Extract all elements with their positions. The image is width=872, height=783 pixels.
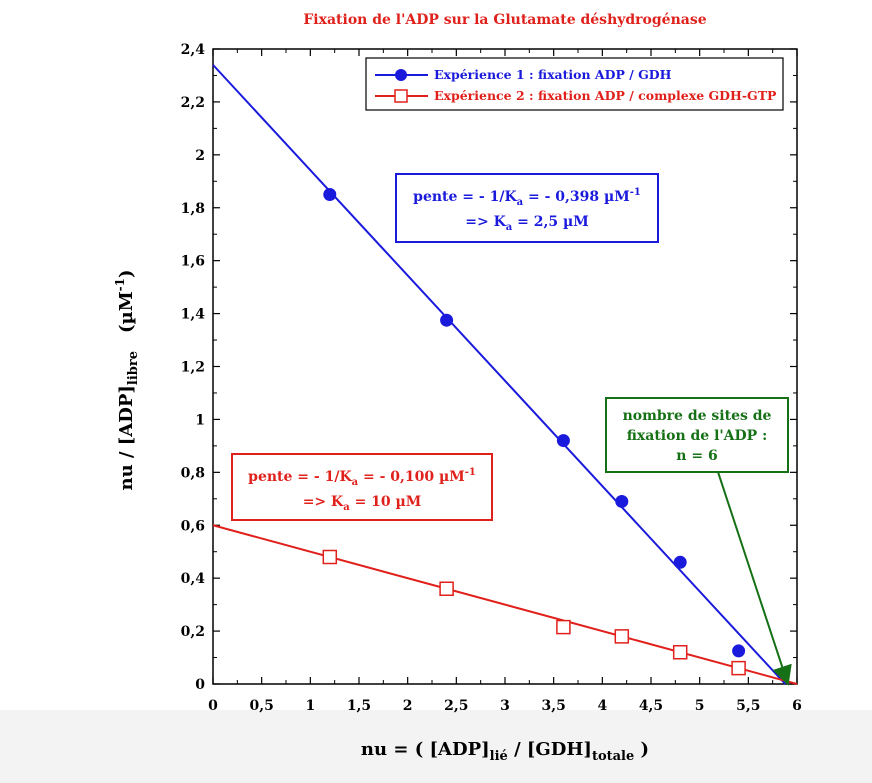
- point-series-2: [614, 629, 630, 644]
- chart-title: Fixation de l'ADP sur la Glutamate déshy…: [303, 12, 706, 28]
- y-tick-label: 2: [195, 148, 205, 164]
- x-tick-label: 0,5: [249, 698, 273, 714]
- annotation-slope-series-1: pente = - 1/Ka = - 0,398 µM-1 => Ka = 2,…: [395, 173, 659, 243]
- point-series-2: [439, 581, 454, 596]
- legend-marker-series-2: [394, 89, 408, 103]
- data-points: [322, 188, 746, 676]
- x-tick-label: 4: [597, 698, 607, 714]
- point-series-2: [556, 619, 571, 635]
- point-series-1: [732, 644, 746, 658]
- fit-line-series-1: [212, 64, 786, 685]
- x-tick-label: 1: [305, 698, 315, 714]
- x-tick-label: 2: [403, 698, 413, 714]
- point-series-2: [672, 645, 688, 660]
- point-series-1: [323, 188, 337, 202]
- point-series-1: [615, 494, 629, 508]
- point-series-1: [440, 313, 454, 327]
- x-tick-label: 3: [500, 698, 510, 714]
- annotation-binding-sites-line-3: n = 6: [676, 448, 717, 464]
- annotation-arrow: [717, 471, 792, 686]
- x-tick-label: 0: [208, 698, 218, 714]
- legend: Expérience 1 : fixation ADP / GDH Expéri…: [365, 57, 784, 111]
- y-tick-label: 1,4: [181, 307, 206, 323]
- y-tick-label: 0: [195, 677, 205, 693]
- x-tick-label: 4,5: [639, 698, 663, 714]
- annotation-binding-sites-line-1: nombre de sites de: [623, 408, 772, 424]
- svg-text:=> Ka = 10 µM: => Ka = 10 µM: [303, 494, 422, 513]
- legend-label-series-1: Expérience 1 : fixation ADP / GDH: [434, 67, 672, 82]
- y-tick-label: 1: [195, 412, 205, 428]
- y-tick-label: 2,4: [181, 42, 206, 58]
- fit-line-series-2: [212, 524, 798, 685]
- x-tick-label: 2,5: [444, 698, 468, 714]
- y-tick-label: 2,2: [181, 95, 205, 111]
- y-tick-label: 1,6: [181, 254, 205, 270]
- legend-marker-series-1: [395, 69, 407, 81]
- y-tick-label: 0,4: [181, 571, 206, 587]
- x-axis-label: nu = ( [ADP]lié / [GDH]totale ): [361, 739, 649, 764]
- y-tick-label: 1,8: [181, 201, 205, 217]
- plot-area: [212, 48, 798, 685]
- svg-text:pente = - 1/Ka = - 0,398 µM-1: pente = - 1/Ka = - 0,398 µM-1: [413, 187, 641, 208]
- point-series-1: [556, 434, 570, 448]
- x-tick-label: 5,5: [736, 698, 760, 714]
- x-tick-label: 1,5: [347, 698, 371, 714]
- plot-frame: [212, 48, 798, 685]
- y-tick-label: 0,8: [181, 465, 205, 481]
- fit-lines: [212, 64, 798, 685]
- svg-text:pente = - 1/Ka = - 0,100 µM-1: pente = - 1/Ka = - 0,100 µM-1: [248, 467, 476, 488]
- annotation-binding-sites-line-2: fixation de l'ADP :: [627, 428, 768, 444]
- y-axis-ticks: 0 0,2 0,4 0,6 0,8 1 1,2 1,4 1,6 1,8 2 2,2 2,4: [181, 42, 797, 693]
- x-tick-label: 3,5: [541, 698, 565, 714]
- x-tick-label: 5: [695, 698, 705, 714]
- annotation-binding-sites: nombre de sites de fixation de l'ADP : n…: [605, 397, 792, 686]
- y-axis-label: nu / [ADP]libre(µM-1): [113, 269, 141, 490]
- point-series-2: [322, 549, 338, 565]
- point-series-2: [731, 660, 746, 676]
- x-axis-ticks: 0 0,5 1 1,5 2 2,5 3 3,5 4 4,5 5 5,5 6: [208, 49, 802, 714]
- footer-band: [0, 710, 872, 783]
- x-tick-label: 6: [792, 698, 802, 714]
- svg-text:=> Ka = 2,5 µM: => Ka = 2,5 µM: [465, 214, 588, 233]
- y-tick-label: 0,2: [181, 624, 205, 640]
- y-tick-label: 1,2: [181, 360, 205, 376]
- legend-label-series-2: Expérience 2 : fixation ADP / complexe G…: [434, 88, 777, 103]
- annotation-slope-series-2: pente = - 1/Ka = - 0,100 µM-1 => Ka = 10…: [231, 453, 493, 521]
- point-series-1: [673, 555, 687, 569]
- y-tick-label: 0,6: [181, 518, 205, 534]
